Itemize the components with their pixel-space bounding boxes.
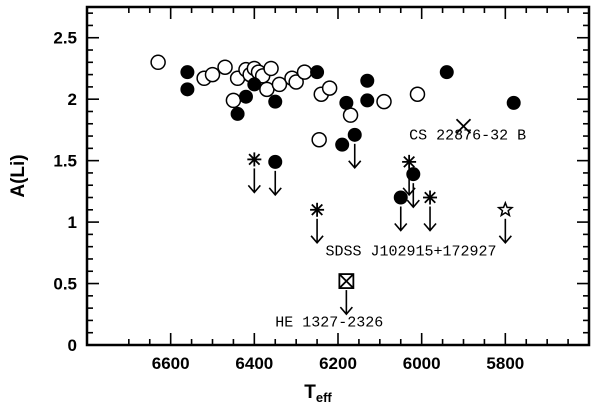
filled-circle-marker bbox=[506, 95, 521, 110]
filled-circle-marker bbox=[393, 190, 408, 205]
upper-limit-arrow bbox=[406, 183, 420, 209]
open-circle-marker bbox=[204, 66, 221, 83]
asterisk-marker bbox=[423, 190, 438, 205]
open-circle-marker bbox=[225, 92, 242, 109]
open-circle-marker bbox=[311, 131, 327, 148]
annotation-label: HE 1327-2326 bbox=[275, 315, 383, 332]
x-tick-label: 5800 bbox=[486, 354, 524, 373]
y-tick-label: 1.5 bbox=[53, 152, 77, 171]
open-circle-marker bbox=[321, 80, 338, 96]
open-circle-marker bbox=[376, 93, 392, 110]
axis-ticks: 6600 6400 6200 6000 5800 0 0.5 1 1.5 2 2.5 bbox=[53, 7, 589, 373]
boxed-x-marker bbox=[338, 273, 355, 289]
x-tick-label: 6400 bbox=[235, 354, 273, 373]
y-tick-label: 0 bbox=[68, 336, 77, 355]
upper-limit-arrow bbox=[394, 206, 408, 232]
annotation-label: CS 22876-32 B bbox=[409, 128, 526, 145]
open-circle-marker bbox=[409, 86, 426, 103]
open-circle-marker bbox=[288, 74, 304, 90]
filled-circle-marker bbox=[360, 93, 375, 108]
y-tick-label: 2.5 bbox=[53, 29, 77, 48]
y-tick-label: 2 bbox=[68, 90, 77, 109]
x-axis-label: Teff bbox=[304, 382, 332, 405]
filled-circle-marker bbox=[335, 137, 350, 152]
upper-limit-arrow bbox=[339, 290, 353, 316]
filled-circle-marker bbox=[339, 95, 354, 110]
y-axis-label: A(Li) bbox=[8, 154, 29, 197]
upper-limit-arrow bbox=[423, 206, 437, 232]
x-axis-label-main: T bbox=[304, 382, 316, 403]
filled-circle-marker bbox=[230, 106, 245, 121]
filled-circle-marker bbox=[180, 82, 195, 97]
upper-limit-arrow bbox=[247, 168, 261, 194]
filled-circle-marker bbox=[268, 94, 283, 109]
filled-circle-marker bbox=[347, 127, 362, 142]
open-circle-marker bbox=[263, 60, 279, 77]
upper-limit-arrow bbox=[402, 170, 416, 197]
annotations: CS 22876-32 B SDSS J102915+172927 HE 1327-… bbox=[275, 128, 526, 332]
open-circle-marker bbox=[342, 107, 359, 123]
x-cross-marker bbox=[455, 118, 472, 134]
filled-circle-marker bbox=[180, 65, 195, 80]
asterisk-marker bbox=[310, 202, 325, 217]
filled-circle-marker bbox=[310, 65, 325, 80]
filled-circle-marker bbox=[268, 154, 283, 169]
x-tick-label: 6200 bbox=[319, 354, 357, 373]
open-circle-marker bbox=[271, 76, 288, 93]
y-tick-label: 1 bbox=[68, 213, 77, 232]
open-circle-marker bbox=[296, 64, 313, 80]
upper-limit-arrow bbox=[310, 218, 324, 245]
filled-circle-marker bbox=[360, 73, 375, 88]
upper-limit-arrow bbox=[348, 143, 362, 170]
filled-circle-marker bbox=[238, 89, 253, 104]
asterisk-marker bbox=[402, 154, 417, 169]
annotation-label: SDSS J102915+172927 bbox=[325, 243, 496, 260]
filled-circle-marker bbox=[439, 65, 454, 80]
asterisk-marker bbox=[247, 152, 262, 167]
open-circle-marker bbox=[150, 54, 166, 71]
upper-limit-arrow bbox=[268, 170, 282, 197]
star-marker bbox=[496, 200, 514, 218]
upper-limit-arrow bbox=[498, 218, 512, 245]
x-tick-label: 6000 bbox=[403, 354, 441, 373]
filled-circle-marker bbox=[247, 77, 262, 92]
open-circle-marker bbox=[217, 59, 233, 75]
data-marks bbox=[150, 54, 521, 316]
x-axis-label-sub: eff bbox=[316, 390, 333, 405]
x-tick-label: 6600 bbox=[152, 354, 190, 373]
y-tick-label: 0.5 bbox=[53, 275, 77, 294]
